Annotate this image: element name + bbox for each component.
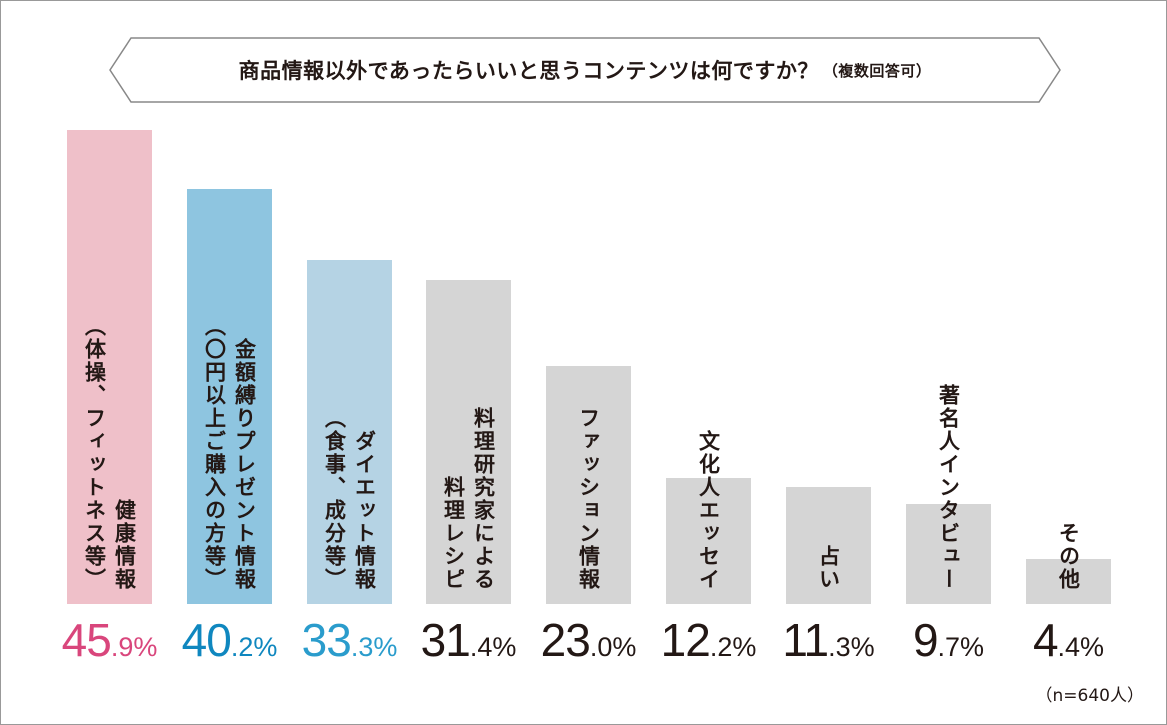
bar-label: その他: [1056, 522, 1081, 591]
value-label: 11.3%: [759, 613, 899, 667]
bar: [187, 188, 272, 604]
sample-size-note: （n=640人）: [1035, 686, 1144, 706]
value-integer: 31: [420, 614, 471, 666]
value-decimal: .3%: [350, 632, 398, 662]
bar: [906, 503, 991, 604]
value-integer: 45: [61, 614, 112, 666]
bar: [307, 260, 392, 604]
value-decimal: .3%: [828, 632, 875, 662]
value-integer: 11: [782, 614, 829, 666]
title-banner: [109, 37, 1061, 103]
bar-label: 占い: [816, 545, 841, 591]
value-decimal: .4%: [469, 632, 517, 662]
bar: [786, 487, 871, 604]
bar-label: 料理研究家による 料理レシピ: [441, 407, 496, 591]
value-label: 45.9%: [40, 613, 180, 667]
value-integer: 9: [912, 614, 939, 666]
value-decimal: .9%: [110, 632, 158, 662]
value-label: 31.4%: [399, 613, 539, 667]
chart-subtitle: （複数回答可）: [822, 61, 932, 80]
value-label: 33.3%: [280, 613, 420, 667]
value-label: 9.7%: [879, 613, 1019, 667]
bar-label: ファッション情報: [576, 407, 601, 591]
value-label: 12.2%: [639, 613, 779, 667]
chart-title: 商品情報以外であったらいいと思うコンテンツは何ですか？ （複数回答可）: [109, 37, 1061, 103]
bar: [666, 478, 751, 604]
bar: [67, 130, 152, 604]
value-decimal: .0%: [589, 632, 637, 662]
bar-label: 健康情報 （体操、フィットネス等）: [82, 315, 137, 591]
value-integer: 23: [540, 614, 591, 666]
value-label: 4.4%: [999, 613, 1139, 667]
bar-label: 金額縛りプレゼント情報 （〇円以上ご購入の方等）: [202, 315, 257, 591]
bar-label: 著名人インタビュー: [936, 384, 961, 591]
title-banner-shape: [109, 37, 1061, 103]
value-label: 23.0%: [519, 613, 659, 667]
value-integer: 33: [301, 614, 352, 666]
bar: [546, 366, 631, 604]
value-integer: 12: [660, 614, 711, 666]
bar: [426, 279, 511, 604]
value-label: 40.2%: [160, 613, 300, 667]
value-decimal: .7%: [937, 632, 985, 662]
bar-label: ダイエット情報 （食事、成分等）: [322, 407, 377, 591]
value-decimal: .2%: [709, 632, 757, 662]
bar: [1026, 558, 1111, 604]
bar-label: 文化人エッセイ: [696, 430, 721, 591]
value-decimal: .2%: [230, 632, 278, 662]
value-integer: 40: [181, 614, 232, 666]
value-integer: 4: [1032, 614, 1059, 666]
value-decimal: .4%: [1057, 632, 1105, 662]
chart-title-text: 商品情報以外であったらいいと思うコンテンツは何ですか？: [238, 59, 819, 83]
